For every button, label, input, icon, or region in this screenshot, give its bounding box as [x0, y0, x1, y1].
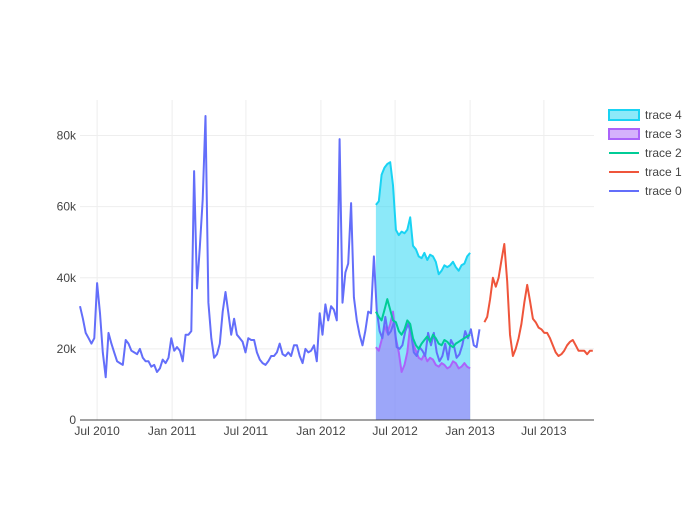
- y-tick-label: 20k: [57, 342, 77, 356]
- line-series-layer: [79, 115, 593, 379]
- x-tick-label: Jan 2011: [148, 424, 197, 438]
- trace-1-line: [483, 243, 593, 357]
- y-tick-label: 0: [69, 413, 76, 427]
- legend-label-trace-1: trace 1: [645, 165, 682, 179]
- legend-label-trace-4: trace 4: [645, 108, 682, 122]
- legend-item-trace-2[interactable]: trace 2: [609, 146, 682, 160]
- legend-item-trace-1[interactable]: trace 1: [609, 165, 682, 179]
- legend-swatch-trace-3: [608, 128, 640, 140]
- legend-item-trace-4[interactable]: trace 4: [608, 108, 682, 122]
- y-tick-label: 80k: [57, 129, 77, 143]
- axes: 0 20k 40k 60k 80k Jul 2010 Jan 2011 Jul 2011 Jan…: [57, 129, 594, 438]
- legend-item-trace-3[interactable]: trace 3: [608, 127, 682, 141]
- legend[interactable]: trace 4 trace 3 trace 2 trace 1 trace 0: [608, 108, 682, 198]
- y-tick-label: 40k: [57, 271, 77, 285]
- trace-4-area-line: [375, 161, 471, 276]
- x-tick-label: Jul 2012: [372, 424, 418, 438]
- trace-3-area-fill: [375, 311, 471, 420]
- legend-label-trace-3: trace 3: [645, 127, 682, 141]
- trace-2-line: [375, 298, 471, 350]
- legend-label-trace-0: trace 0: [645, 184, 682, 198]
- legend-item-trace-0[interactable]: trace 0: [609, 184, 682, 198]
- legend-swatch-trace-4: [608, 109, 640, 121]
- x-tick-label: Jul 2010: [74, 424, 120, 438]
- x-tick-label: Jul 2013: [521, 424, 567, 438]
- legend-label-trace-2: trace 2: [645, 146, 682, 160]
- x-tick-label: Jan 2012: [296, 424, 346, 438]
- y-tick-label: 60k: [57, 200, 77, 214]
- x-tick-label: Jul 2011: [224, 424, 269, 438]
- trace-0-line: [79, 115, 481, 379]
- x-tick-label: Jan 2013: [445, 424, 495, 438]
